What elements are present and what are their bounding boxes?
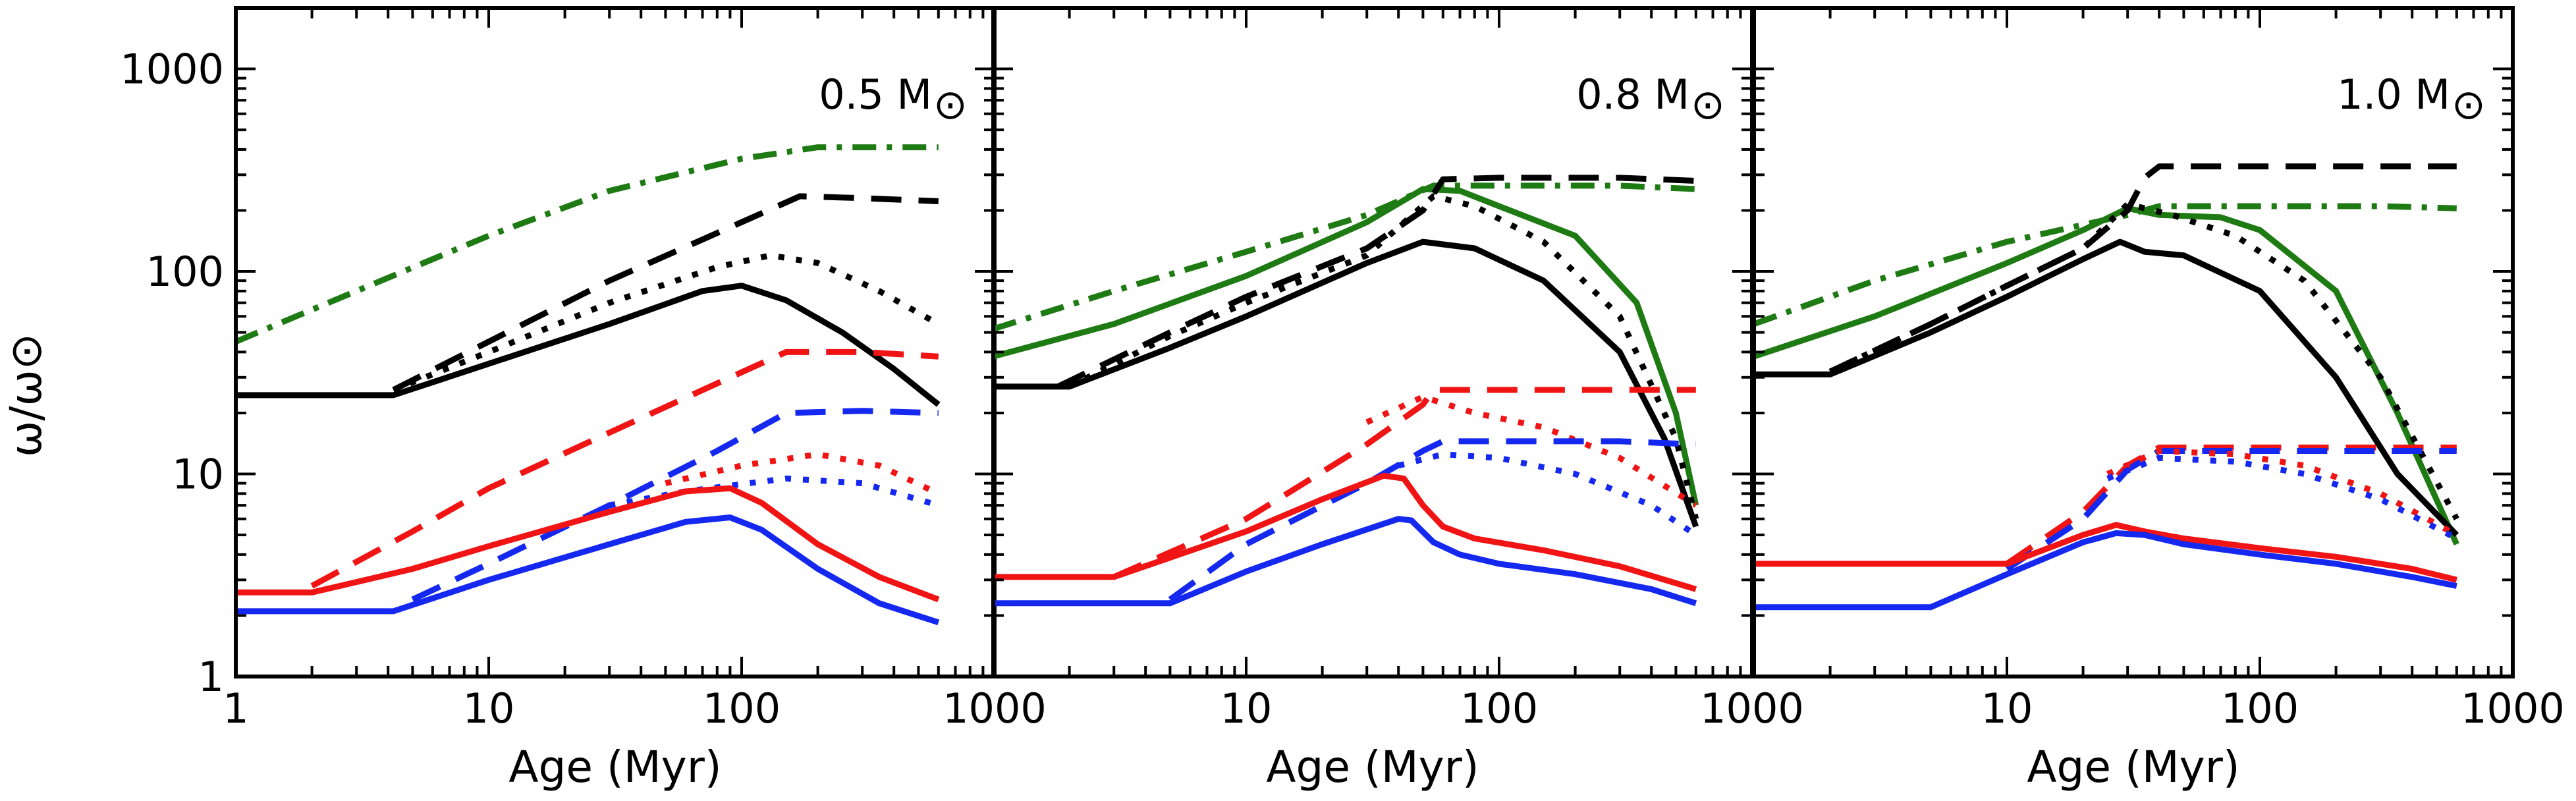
- series-green-dashdot: [1754, 203, 2457, 327]
- x-tick-label: 100: [2221, 684, 2299, 732]
- series-red-solid: [236, 485, 940, 603]
- series-red-dotted: [2106, 448, 2458, 538]
- series-black-solid: [1754, 238, 2459, 538]
- panel-0.8: 10 100 1000 Age (Myr) 0.8 M ⊙: [991, 6, 1804, 792]
- solar-symbol: ⊙: [1691, 80, 1725, 128]
- series-blue-dotted: [2106, 455, 2458, 541]
- mass-label: 0.5 M: [819, 70, 932, 119]
- panel-0.5: 1 10 100 1000 Age (Myr) 0.5 M ⊙ 1 10 100 1000: [120, 6, 1047, 792]
- x-tick-label: 10: [1981, 684, 2033, 732]
- x-axis-label: Age (Myr): [1266, 742, 1479, 792]
- series-blue-dashed: [411, 408, 939, 603]
- x-tick-label: 100: [1460, 684, 1538, 732]
- x-axis-label: Age (Myr): [508, 742, 721, 792]
- x-tick-label: 10: [463, 684, 515, 732]
- series-green-solid: [1754, 205, 2459, 546]
- y-tick-label: 10: [172, 451, 224, 499]
- series-red-dotted: [1365, 394, 1698, 508]
- x-tick-label: 1: [223, 684, 248, 732]
- series-black-solid: [993, 238, 1699, 528]
- series-black-solid: [236, 283, 941, 407]
- solar-symbol: ⊙: [933, 80, 968, 128]
- mass-label: 0.8 M: [1576, 70, 1689, 119]
- y-tick-label: 1: [198, 653, 224, 701]
- series-green-dashdot: [236, 144, 939, 345]
- mass-label: 1.0 M: [2337, 70, 2450, 119]
- y-tick-label: 1000: [120, 45, 224, 94]
- x-axis-label: Age (Myr): [2027, 742, 2239, 792]
- series-green-solid: [993, 186, 1699, 507]
- panel-1.0: 10 100 1000 Age (Myr) 1.0 M ⊙: [1752, 6, 2565, 792]
- series-black-dashed: [1056, 175, 1696, 389]
- x-tick-label: 1000: [1700, 684, 1804, 732]
- x-tick-label: 10: [1220, 684, 1273, 732]
- solar-symbol: ⊙: [2452, 80, 2486, 128]
- panel-1.0-frame: [1752, 6, 2515, 678]
- series-red-solid: [1754, 522, 2457, 583]
- y-tick-label: 100: [146, 248, 224, 296]
- panel-1.0-curves: [1754, 163, 2459, 611]
- series-black-dashed: [392, 193, 939, 393]
- panel-0.5-curves: [236, 144, 941, 626]
- series-red-dashed: [310, 348, 939, 589]
- series-blue-solid: [236, 514, 940, 626]
- series-blue-solid: [993, 516, 1697, 607]
- series-black-dotted: [1068, 193, 1699, 520]
- series-blue-dotted: [609, 475, 940, 509]
- series-blue-dotted: [1398, 451, 1698, 538]
- series-red-solid: [993, 472, 1697, 592]
- panel-0.8-curves: [993, 175, 1699, 607]
- series-blue-solid: [1754, 530, 2457, 611]
- series-red-dashed: [1112, 387, 1696, 580]
- y-axis-label: ω/ω⊙: [1, 333, 51, 457]
- x-tick-label: 1000: [2461, 684, 2565, 732]
- series-black-dashed: [1828, 163, 2457, 375]
- series-red-dashed: [2005, 444, 2457, 566]
- x-tick-label: 100: [703, 684, 781, 732]
- series-black-dotted: [392, 252, 940, 393]
- series-blue-dashed: [1168, 438, 1696, 602]
- x-tick-label: 1000: [943, 684, 1047, 732]
